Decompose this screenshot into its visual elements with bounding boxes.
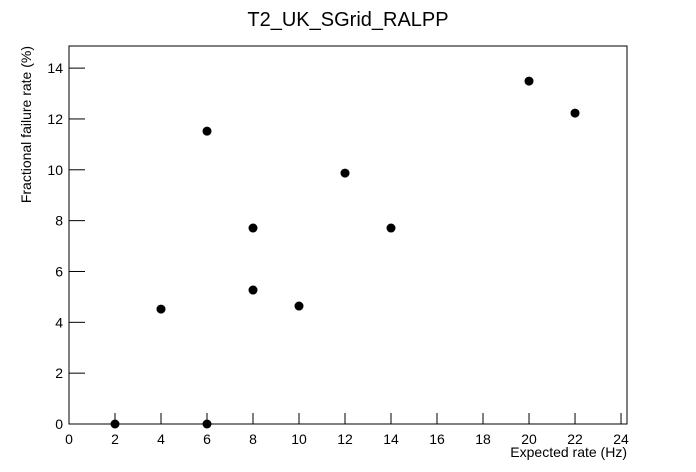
- y-tick-label: 2: [55, 365, 63, 381]
- x-tick-label: 12: [337, 431, 353, 447]
- x-tick-label: 18: [475, 431, 491, 447]
- point: [202, 419, 212, 429]
- x-tick-label: 0: [65, 431, 73, 447]
- x-tick-label: 6: [203, 431, 211, 447]
- point: [110, 419, 120, 429]
- x-axis-label: Expected rate (Hz): [510, 444, 627, 460]
- x-tick-label: 4: [157, 431, 165, 447]
- x-tick-label: 16: [429, 431, 445, 447]
- y-axis-label: Fractional failure rate (%): [18, 46, 34, 203]
- chart-title: T2_UK_SGrid_RALPP: [247, 9, 448, 31]
- y-tick-label: 8: [55, 213, 63, 229]
- x-tick-label: 24: [613, 431, 629, 447]
- y-tick-label: 10: [47, 162, 63, 178]
- x-tick-label: 20: [521, 431, 537, 447]
- y-tick-label: 6: [55, 263, 63, 279]
- point: [386, 223, 396, 233]
- point: [202, 126, 212, 136]
- point: [156, 304, 166, 314]
- x-tick-label: 8: [249, 431, 257, 447]
- plot-frame: [68, 45, 628, 425]
- x-tick-label: 2: [111, 431, 119, 447]
- point: [248, 223, 258, 233]
- y-tick-label: 0: [55, 416, 63, 432]
- x-tick-label: 22: [567, 431, 583, 447]
- x-tick-label: 14: [383, 431, 399, 447]
- point: [570, 108, 580, 118]
- point: [340, 168, 350, 178]
- y-tick-label: 4: [55, 314, 63, 330]
- y-tick-label: 14: [47, 60, 63, 76]
- point: [294, 301, 304, 311]
- point: [248, 285, 258, 295]
- y-tick-label: 12: [47, 111, 63, 127]
- x-tick-label: 10: [291, 431, 307, 447]
- point: [524, 76, 534, 86]
